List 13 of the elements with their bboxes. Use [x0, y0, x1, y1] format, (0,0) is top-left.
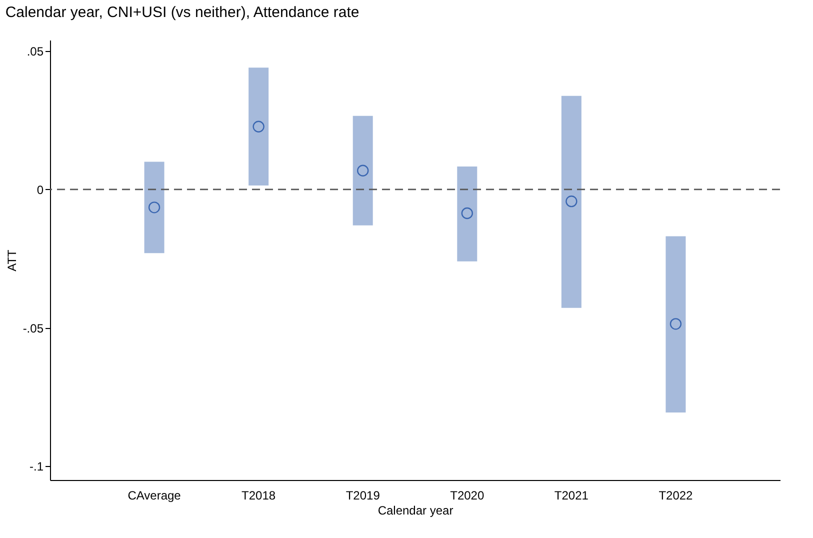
- x-tick-label: T2019: [346, 488, 380, 502]
- x-axis-title: Calendar year: [378, 504, 454, 518]
- x-tick-label: T2021: [554, 488, 589, 502]
- y-tick-label: -.1: [29, 460, 44, 474]
- y-axis-title: ATT: [4, 248, 19, 272]
- y-tick-label: .05: [26, 44, 44, 59]
- y-tick-label: -.05: [22, 321, 44, 336]
- y-tick-label: 0: [36, 182, 44, 197]
- chart-title: Calendar year, CNI+USI (vs neither), Attendance rate: [5, 4, 360, 21]
- x-tick-label: CAverage: [128, 488, 182, 502]
- x-tick-label: T2022: [658, 488, 694, 502]
- x-tick-label: T2020: [450, 488, 484, 502]
- x-tick-label: T2018: [242, 488, 276, 502]
